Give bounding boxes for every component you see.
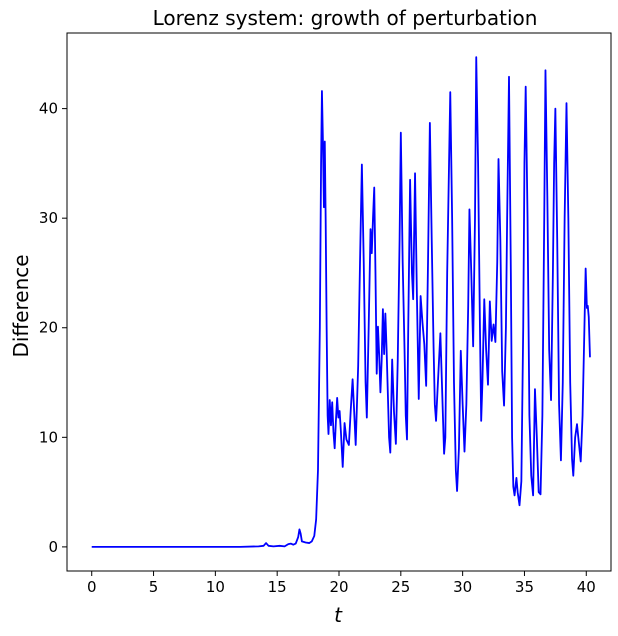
x-tick-label: 40 — [577, 578, 596, 596]
plot-frame — [66, 32, 612, 572]
x-axis-label: t — [334, 603, 343, 627]
y-tick-label: 40 — [39, 100, 58, 118]
x-tick-label: 35 — [515, 578, 534, 596]
y-tick-label: 0 — [48, 538, 58, 556]
y-tick-label: 10 — [39, 428, 58, 446]
x-tick-label: 30 — [453, 578, 472, 596]
series-line-0 — [91, 56, 591, 548]
x-tick-label: 0 — [87, 578, 97, 596]
plot-area: 0 5 10 15 20 25 30 35 40 0 10 20 30 40 — [39, 32, 612, 596]
x-tick-label: 15 — [268, 578, 287, 596]
x-tick-label: 5 — [149, 578, 159, 596]
chart-title: Lorenz system: growth of perturbation — [153, 6, 538, 30]
y-tick-label: 30 — [39, 209, 58, 227]
x-tick-label: 20 — [329, 578, 348, 596]
x-tick-label: 10 — [206, 578, 225, 596]
y-axis-label: Difference — [9, 254, 33, 357]
x-tick-label: 25 — [391, 578, 410, 596]
y-tick-label: 20 — [39, 319, 58, 337]
